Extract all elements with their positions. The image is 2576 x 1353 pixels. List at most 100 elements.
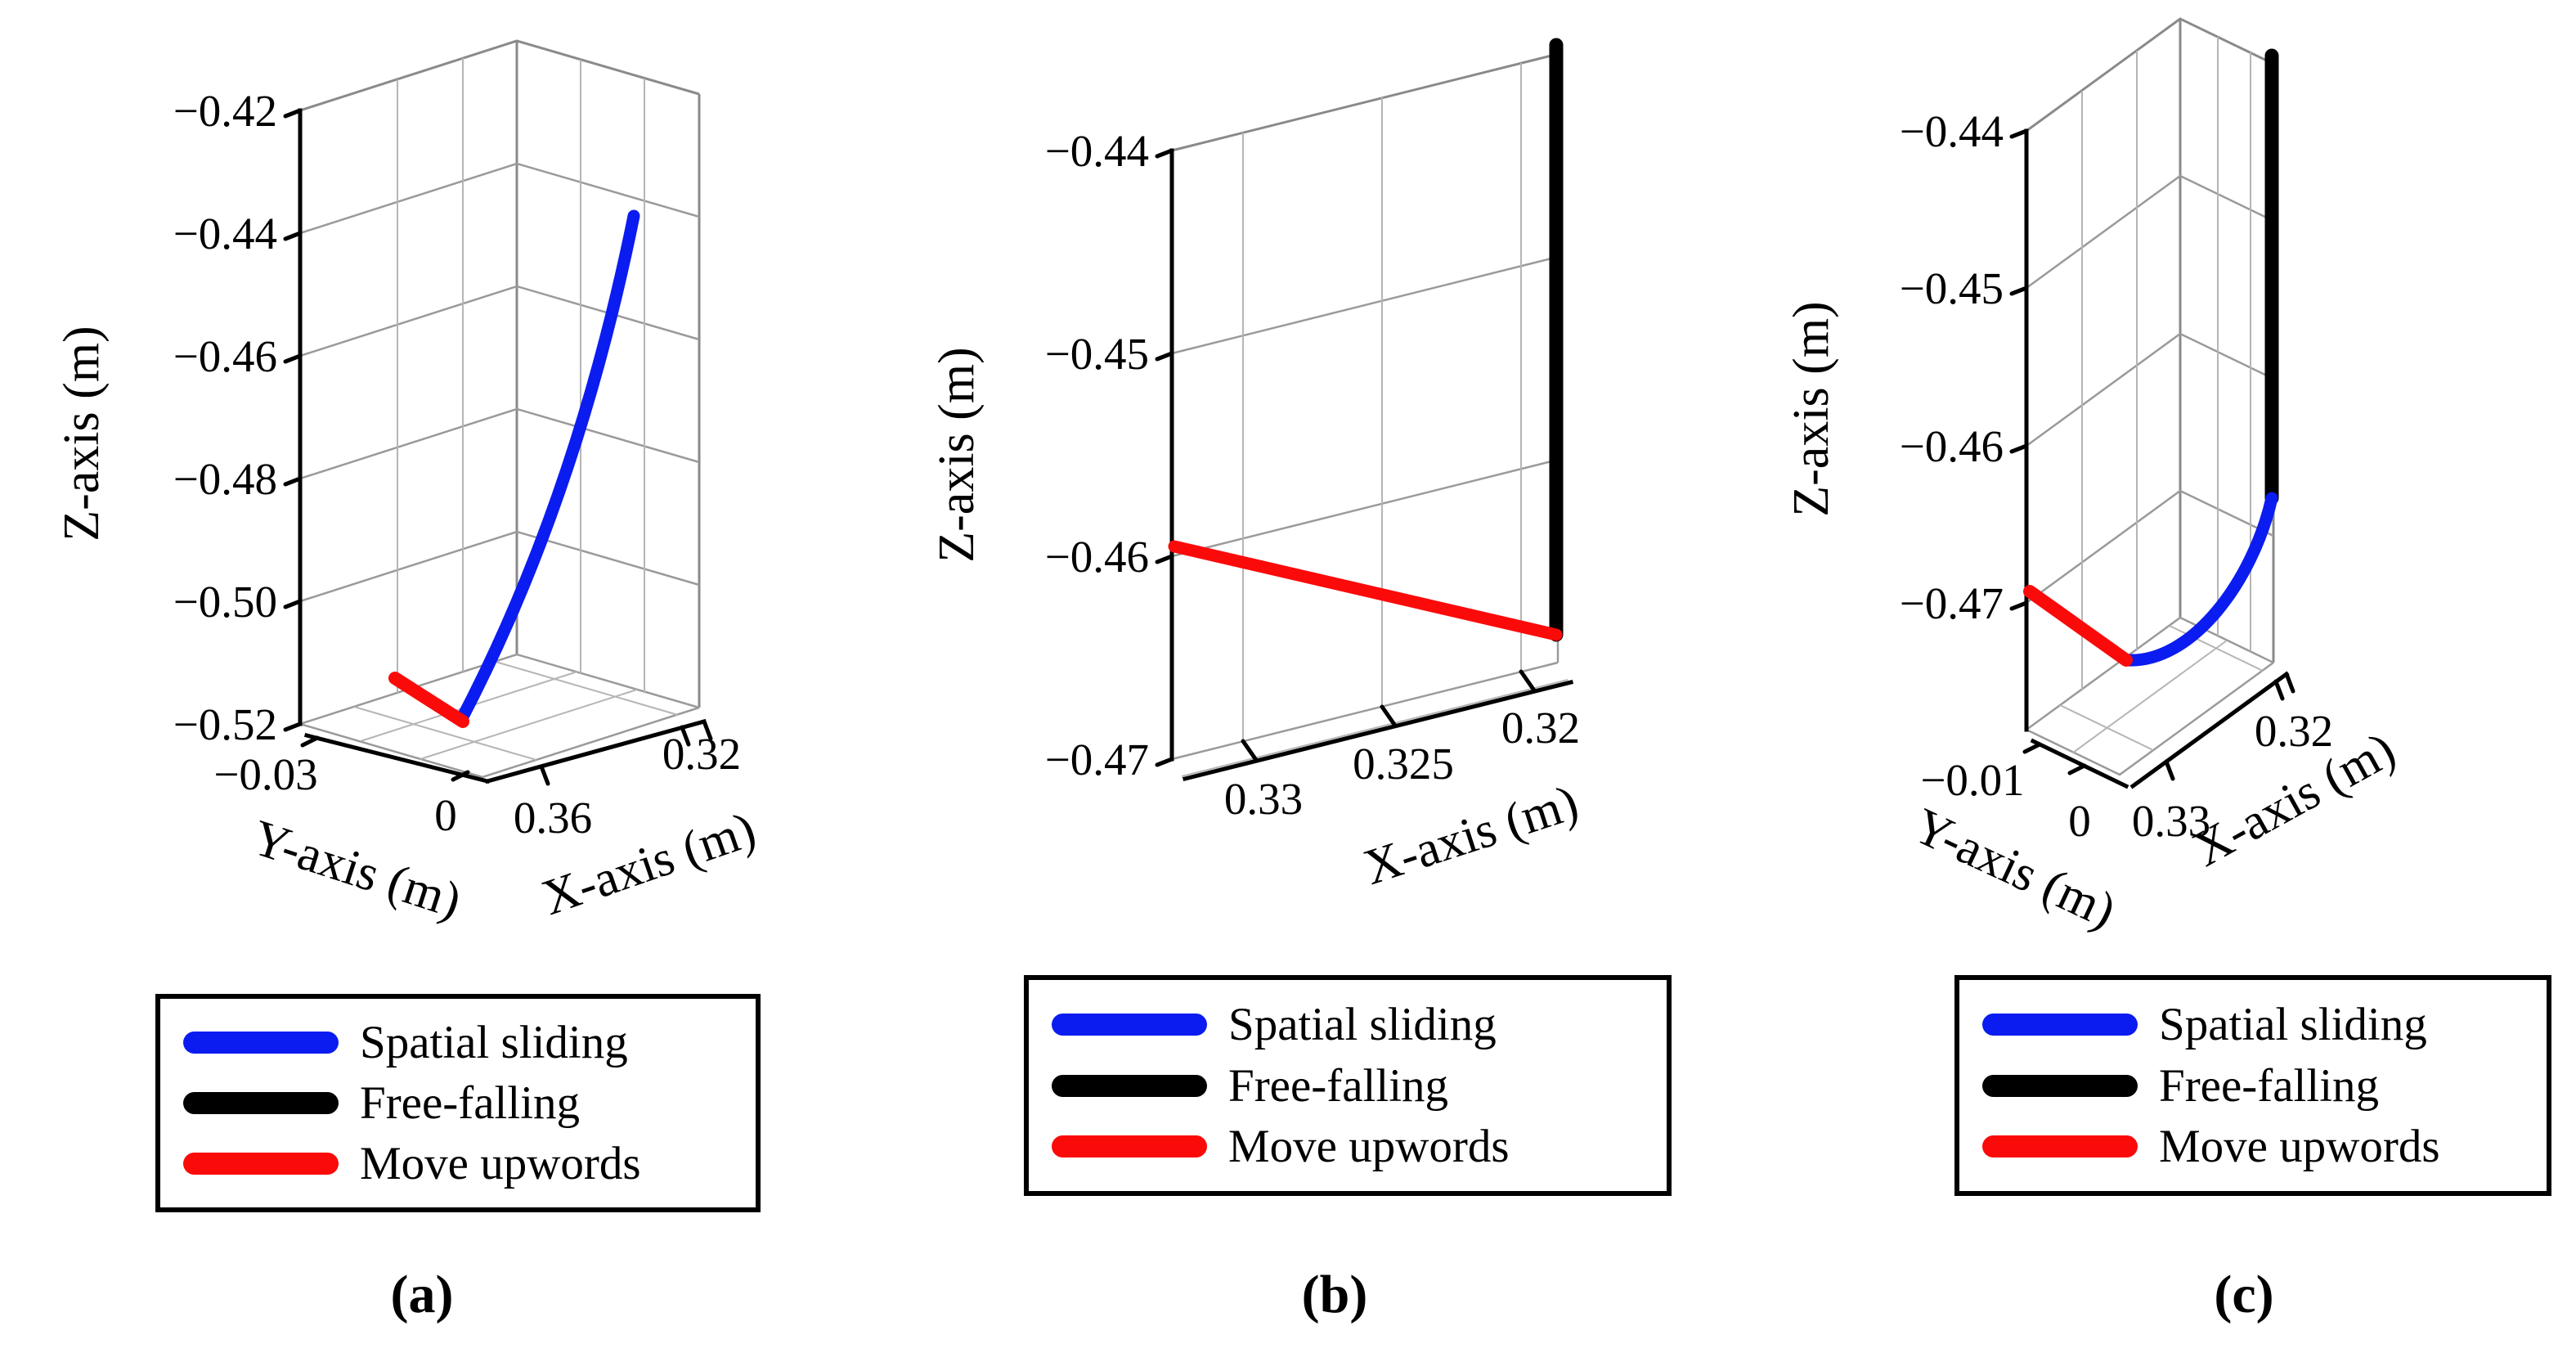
panel-b-zgrid	[1171, 255, 1559, 558]
panel-a-plot: −0.42 −0.44 −0.46 −0.48 −0.50 −0.52 Z-ax…	[54, 39, 762, 929]
panel-c-plot: −0.44 −0.45 −0.46 −0.47 Z-axis (m) −0.01…	[1784, 17, 2404, 939]
panel-a-x-ruler	[484, 718, 707, 784]
panel-b-plot: −0.44 −0.45 −0.46 −0.47 Z-axis (m) 0.33 …	[929, 38, 1585, 896]
x-tick: 0.32	[2255, 706, 2333, 756]
legend-item-free-falling: Free-falling	[183, 1080, 747, 1126]
panel-b-z-axis-label: Z-axis (m)	[929, 347, 985, 562]
panel-a-box-floor-edges	[299, 653, 700, 779]
legend-b: Spatial sliding Free-falling Move upword…	[1024, 975, 1672, 1196]
panel-a-floor-grid	[353, 661, 679, 761]
panel-b-wall-verticals	[1242, 63, 1522, 741]
panel-a-x-tick-dashes	[539, 719, 713, 786]
spatial-sliding-curve	[2120, 492, 2278, 667]
panel-a-wall-verticals	[397, 58, 645, 693]
spatial-sliding-swatch	[183, 1032, 339, 1054]
panel-c-y-axis-label: Y-axis (m)	[1905, 798, 2125, 939]
y-tick: −0.01	[1920, 755, 2024, 805]
free-falling-swatch	[1052, 1074, 1207, 1097]
legend-item-move-upwords: Move upwords	[183, 1140, 747, 1187]
z-tick: −0.50	[173, 577, 277, 627]
z-tick: −0.44	[1045, 126, 1149, 176]
legend-label: Free-falling	[1228, 1059, 1449, 1112]
free-falling-swatch	[183, 1092, 339, 1114]
z-tick: −0.46	[173, 331, 277, 381]
x-tick: 0.33	[2132, 796, 2210, 846]
legend-item-move-upwords: Move upwords	[1052, 1123, 1658, 1170]
panel-a-y-tick-dashes	[300, 735, 470, 782]
legend-item-free-falling: Free-falling	[1982, 1063, 2538, 1109]
panel-a-z-tick-dashes	[283, 108, 303, 732]
panel-c-y-tick-dashes	[2022, 742, 2087, 775]
panel-b-floor-front-edge	[1181, 679, 1568, 777]
legend-label: Move upwords	[360, 1138, 641, 1189]
x-tick: 0.325	[1353, 739, 1454, 789]
panel-b-z-tick-dashes	[1155, 148, 1174, 767]
z-tick: −0.47	[1900, 578, 2004, 628]
panel-b-x-axis-label: X-axis (m)	[1358, 775, 1585, 896]
legend-label: Move upwords	[2159, 1121, 2440, 1173]
panel-c-box-floor-edges	[2026, 616, 2274, 776]
free-falling-swatch	[1982, 1074, 2138, 1097]
panel-c-zgrid	[2026, 174, 2274, 605]
legend-a: Spatial sliding Free-falling Move upword…	[155, 994, 761, 1212]
legend-c: Spatial sliding Free-falling Move upword…	[1954, 975, 2551, 1196]
panel-c-z-tick-dashes	[2009, 128, 2029, 611]
spatial-sliding-curve	[455, 209, 640, 726]
spatial-sliding-swatch	[1052, 1013, 1207, 1036]
move-upwords-swatch	[1052, 1135, 1207, 1158]
move-upwords-curve	[388, 672, 469, 728]
panel-b-x-tick-dashes	[1241, 669, 1537, 762]
plots-svg: −0.42 −0.44 −0.46 −0.48 −0.50 −0.52 Z-ax…	[54, 17, 2404, 939]
panel-a-box-top-edges	[299, 39, 700, 112]
legend-label: Spatial sliding	[360, 1017, 628, 1068]
panel-c-wall-verticals	[2081, 37, 2251, 690]
caption-a: (a)	[390, 1265, 454, 1324]
x-tick: 0.32	[662, 729, 741, 779]
move-upwords-curve	[2023, 585, 2133, 667]
legend-item-free-falling: Free-falling	[1052, 1063, 1658, 1109]
y-tick: 0	[434, 790, 457, 840]
legend-label: Free-falling	[2159, 1059, 2380, 1112]
legend-item-spatial-sliding: Spatial sliding	[183, 1019, 747, 1066]
panel-b-box-bottom-edge	[1171, 661, 1559, 761]
legend-item-move-upwords: Move upwords	[1982, 1123, 2538, 1170]
z-tick: −0.42	[173, 86, 277, 136]
caption-c: (c)	[2214, 1265, 2274, 1324]
x-tick: 0.36	[514, 793, 592, 843]
z-tick: −0.47	[1045, 735, 1149, 784]
y-tick: 0	[2068, 796, 2091, 846]
caption-b: (b)	[1301, 1265, 1368, 1324]
legend-item-spatial-sliding: Spatial sliding	[1052, 1001, 1658, 1048]
panel-c-z-axis-label: Z-axis (m)	[1784, 301, 1839, 516]
x-tick: 0.33	[1224, 774, 1303, 824]
move-upwords-curve	[1168, 540, 1563, 641]
move-upwords-swatch	[1982, 1135, 2138, 1158]
panel-a-box-back-verticals	[515, 41, 701, 708]
move-upwords-swatch	[183, 1153, 339, 1175]
panel-c-floor-grid	[2059, 625, 2264, 753]
legend-label: Free-falling	[360, 1077, 581, 1129]
panel-b-box-top-edge	[1171, 52, 1559, 152]
panel-c-x-ruler	[2129, 671, 2290, 789]
z-tick: −0.46	[1045, 532, 1149, 582]
panel-c-x-tick-dashes	[2164, 672, 2296, 781]
panel-c-y-ruler	[2030, 738, 2129, 789]
z-tick: −0.45	[1900, 263, 2004, 313]
legend-label: Move upwords	[1228, 1121, 1510, 1173]
panel-a-y-ruler	[303, 732, 491, 784]
y-tick: −0.03	[213, 749, 317, 799]
z-tick: −0.45	[1045, 329, 1149, 379]
z-tick: −0.44	[173, 209, 277, 258]
panel-c-box-top-edges	[2026, 17, 2274, 133]
spatial-sliding-swatch	[1982, 1013, 2138, 1036]
panel-b-x-ruler	[1182, 679, 1574, 782]
z-tick: −0.52	[173, 699, 277, 749]
panel-a-z-axis-label: Z-axis (m)	[54, 326, 110, 541]
x-tick: 0.32	[1501, 703, 1580, 753]
legend-label: Spatial sliding	[2159, 998, 2427, 1050]
z-tick: −0.44	[1900, 106, 2004, 156]
legend-item-spatial-sliding: Spatial sliding	[1982, 1001, 2538, 1048]
z-tick: −0.48	[173, 454, 277, 504]
legend-label: Spatial sliding	[1228, 998, 1497, 1050]
